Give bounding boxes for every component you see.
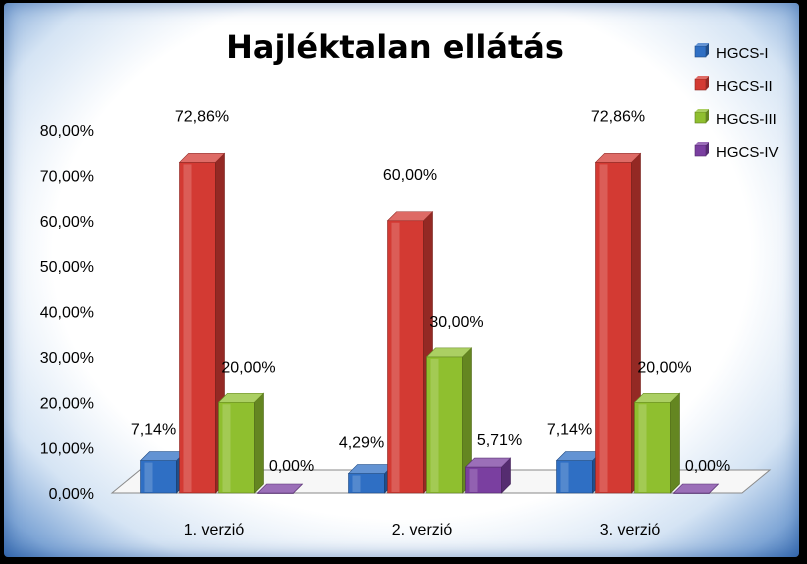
bar-hgcs-ii-2 (386, 211, 434, 494)
data-label: 0,00% (685, 458, 730, 475)
y-tick-label: 30,00% (40, 350, 94, 367)
legend-item-hgcs-iv: HGCS-IV (694, 142, 779, 161)
bar-hgcs-iv-1 (256, 483, 304, 494)
y-tick-label: 40,00% (40, 305, 94, 322)
bar-hgcs-iii-2 (425, 347, 473, 494)
legend-label: HGCS-II (716, 78, 773, 95)
bar-hgcs-iii-1 (217, 392, 265, 494)
bar-hgcs-iii-3 (633, 392, 681, 494)
y-tick-label: 10,00% (40, 441, 94, 458)
legend-label: HGCS-III (716, 111, 777, 128)
bar-hgcs-iv-3 (672, 483, 720, 494)
bar-hgcs-i-3 (555, 450, 603, 494)
legend-item-hgcs-i: HGCS-I (694, 43, 769, 62)
bar-hgcs-i-1 (139, 450, 187, 494)
y-tick-label: 0,00% (49, 486, 94, 503)
data-label: 7,14% (131, 422, 176, 439)
legend-label: HGCS-IV (716, 144, 779, 161)
chart-title: Hajléktalan ellátás (226, 28, 564, 66)
bar-hgcs-ii-3 (594, 152, 642, 494)
data-label: 72,86% (175, 108, 229, 125)
legend-item-hgcs-iii: HGCS-III (694, 109, 777, 128)
data-label: 0,00% (269, 458, 314, 475)
y-tick-label: 50,00% (40, 259, 94, 276)
y-tick-label: 80,00% (40, 123, 94, 140)
data-label: 20,00% (637, 359, 691, 376)
bar-hgcs-ii-1 (178, 152, 226, 494)
legend-label: HGCS-I (716, 45, 769, 62)
data-label: 5,71% (477, 432, 522, 449)
data-label: 4,29% (339, 435, 384, 452)
bar-hgcs-iv-2 (464, 457, 512, 494)
data-label: 60,00% (383, 167, 437, 184)
data-label: 72,86% (591, 108, 645, 125)
legend-item-hgcs-ii: HGCS-II (694, 76, 773, 95)
x-category-label: 1. verzió (184, 522, 245, 539)
data-label: 20,00% (221, 359, 275, 376)
bar-hgcs-i-2 (347, 463, 395, 494)
y-tick-label: 60,00% (40, 214, 94, 231)
y-tick-label: 70,00% (40, 168, 94, 185)
x-category-label: 3. verzió (600, 522, 661, 539)
x-category-label: 2. verzió (392, 522, 453, 539)
y-tick-label: 20,00% (40, 395, 94, 412)
data-label: 7,14% (547, 422, 592, 439)
data-label: 30,00% (429, 314, 483, 331)
